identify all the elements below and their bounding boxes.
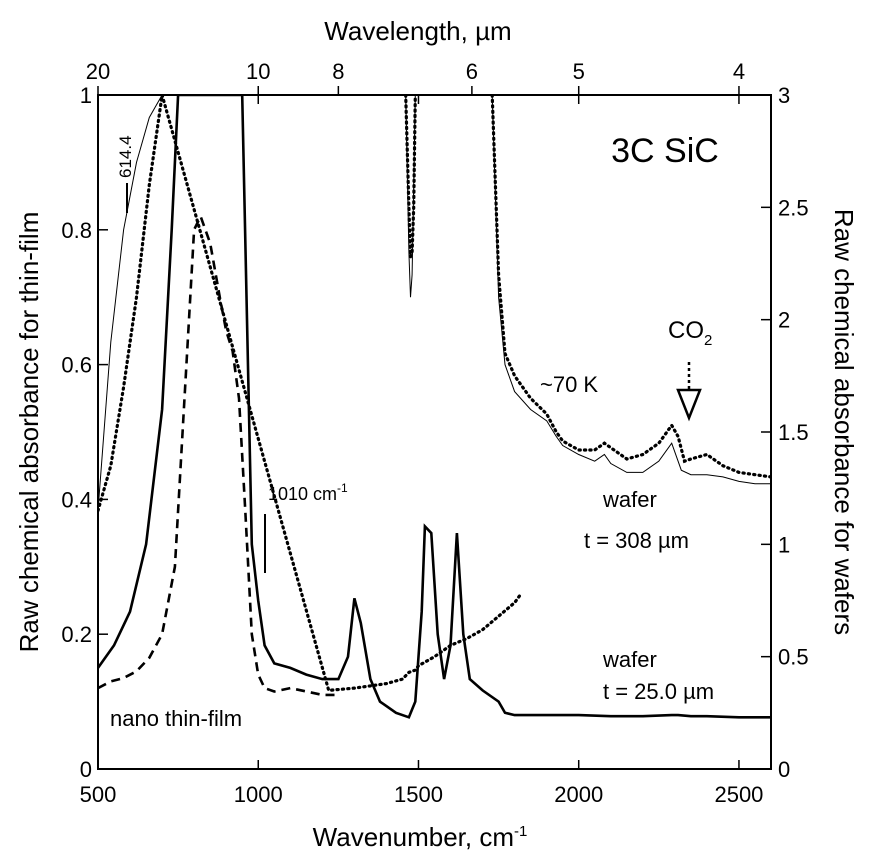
x2-tick-label: 4	[733, 59, 745, 84]
series-thin-5	[98, 95, 771, 511]
series-dotted-2	[98, 95, 523, 693]
y2-axis-label: Raw chemical absorbance for wafers	[829, 209, 859, 635]
x2-tick-label: 8	[332, 59, 344, 84]
y-axis-label: Raw chemical absorbance for thin-film	[14, 212, 44, 653]
series-dotted-3	[404, 95, 417, 258]
wafer-308-label-1: wafer	[602, 487, 657, 512]
x-tick-label: 2000	[554, 782, 603, 807]
y-tick-label: 0.2	[61, 622, 92, 647]
y-tick-label: 0.8	[61, 218, 92, 243]
y2-tick-label: 2	[778, 308, 790, 333]
marker-1010-label: 1010 cm-1	[268, 481, 348, 504]
y2-tick-label: 1.5	[778, 420, 809, 445]
x2-tick-label: 6	[466, 59, 478, 84]
series-layer	[98, 95, 771, 719]
y-tick-label: 0	[80, 757, 92, 782]
thin-film-label: nano thin-film	[110, 706, 242, 731]
x-tick-label: 2500	[714, 782, 763, 807]
y-tick-label: 0.6	[61, 353, 92, 378]
y2-tick-label: 0	[778, 757, 790, 782]
series-dotted-4	[490, 95, 771, 479]
marker-614-label: 614.4	[116, 135, 135, 178]
x2-tick-label: 5	[573, 59, 585, 84]
x2-axis-label: Wavelength, µm	[324, 16, 511, 46]
y2-tick-label: 0.5	[778, 645, 809, 670]
temperature-label: ~70 K	[540, 372, 598, 397]
co2-arrow-head	[676, 388, 702, 422]
x-tick-label: 1000	[234, 782, 283, 807]
y2-tick-label: 2.5	[778, 195, 809, 220]
co2-label: CO2	[668, 317, 712, 349]
wafer-25-label-1: wafer	[602, 647, 657, 672]
ticks-layer: 500 1000 1500 2000 250000.20.40.60.8100.511.…	[61, 59, 808, 807]
y2-tick-label: 1	[778, 532, 790, 557]
x2-tick-label: 20	[86, 59, 110, 84]
x-tick-label: 500	[80, 782, 117, 807]
x2-tick-label: 10	[246, 59, 270, 84]
y-tick-label: 0.4	[61, 487, 92, 512]
chart-title: 3C SiC	[611, 132, 719, 170]
y2-tick-label: 3	[778, 83, 790, 108]
wafer-25-label-2: t = 25.0 µm	[603, 679, 714, 704]
series-solid-1	[98, 95, 771, 719]
x-axis-label: Wavenumber, cm-1	[313, 822, 528, 852]
wafer-308-label-2: t = 308 µm	[584, 528, 689, 553]
plot-frame	[97, 94, 772, 770]
y-tick-label: 1	[80, 83, 92, 108]
x-tick-label: 1500	[394, 782, 443, 807]
